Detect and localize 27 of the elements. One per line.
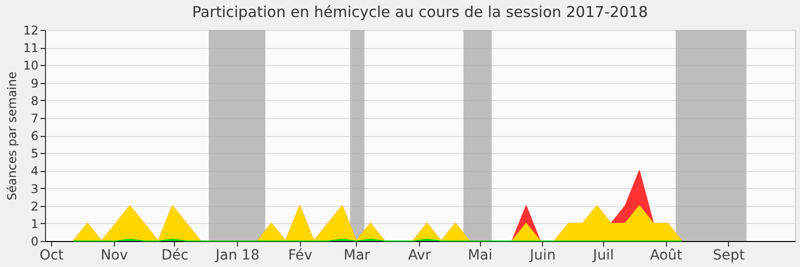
x-tick-label: Nov xyxy=(100,248,128,264)
x-tick-label: Déc xyxy=(161,248,188,264)
x-tick-label: Août xyxy=(650,248,683,264)
y-axis-title: Séances par semaine xyxy=(5,72,20,200)
x-tick-label: Juil xyxy=(592,248,614,264)
y-tick-label: 2 xyxy=(30,199,38,214)
y-tick-label: 11 xyxy=(23,41,38,56)
y-tick-label: 0 xyxy=(30,234,38,248)
x-tick-label: Oct xyxy=(39,248,64,264)
y-tick-label: 9 xyxy=(30,76,38,90)
y-tick-label: 5 xyxy=(30,146,38,161)
x-tick-label: Mar xyxy=(344,248,370,264)
y-tick-label: 10 xyxy=(23,58,38,73)
x-tick-label: Avr xyxy=(408,248,432,264)
y-tick-label: 7 xyxy=(30,111,38,126)
y-tick-label: 3 xyxy=(30,182,38,196)
y-tick-label: 4 xyxy=(30,164,38,178)
x-tick-label: Mai xyxy=(468,248,492,264)
chart-title: Participation en hémicycle au cours de la session 2017-2018 xyxy=(192,3,648,21)
y-tick-label: 12 xyxy=(23,24,38,38)
x-tick-label: Juin xyxy=(528,248,556,264)
y-tick-label: 6 xyxy=(30,129,38,143)
y-tick-label: 8 xyxy=(30,94,38,108)
y-tick-label: 1 xyxy=(30,216,38,231)
x-tick-label: Fév xyxy=(288,248,312,264)
x-tick-label: Jan 18 xyxy=(214,248,260,264)
x-tick-label: Sept xyxy=(712,248,746,264)
